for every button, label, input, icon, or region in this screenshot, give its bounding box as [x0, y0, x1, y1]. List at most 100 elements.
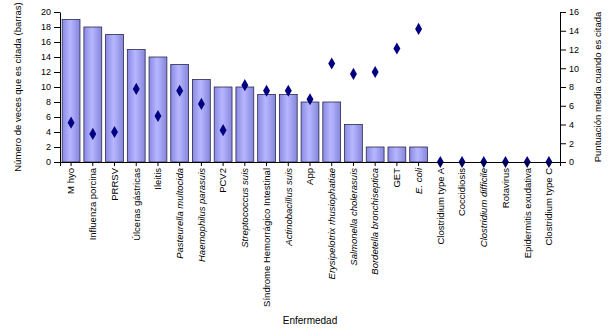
tick-mark — [560, 50, 566, 51]
point — [393, 43, 400, 55]
tick: 2 — [46, 142, 60, 152]
tick-label: Influenza porcina — [87, 167, 98, 240]
tick: 4 — [560, 120, 574, 130]
tick-label: Rotavirus — [500, 168, 511, 208]
tick: 6 — [560, 101, 574, 111]
point — [545, 156, 552, 168]
bar — [214, 87, 232, 162]
point — [133, 83, 140, 95]
bar — [410, 147, 428, 162]
bar — [301, 102, 319, 162]
bar-series — [62, 20, 427, 163]
tick-label: 20 — [41, 7, 51, 17]
tick: 6 — [46, 112, 60, 122]
tick: Síndrome Hemorrágico Intestinal — [261, 162, 272, 307]
point-series — [68, 23, 553, 168]
tick: Úlceras gástricas — [131, 162, 142, 241]
tick: Clostridium type C — [543, 162, 554, 246]
point — [154, 110, 161, 122]
tick-mark — [54, 162, 60, 163]
tick: 4 — [46, 127, 60, 137]
tick-label: 16 — [569, 7, 579, 17]
tick-mark — [114, 162, 115, 166]
bar — [192, 80, 210, 163]
point — [241, 79, 248, 91]
tick-mark — [560, 12, 566, 13]
tick-label: Actinobacillus suis — [283, 168, 294, 247]
tick-mark — [54, 42, 60, 43]
tick-label: 16 — [41, 37, 51, 47]
tick-label: E. coli — [413, 167, 424, 194]
tick-mark — [179, 162, 180, 166]
tick: 16 — [41, 37, 60, 47]
tick-mark — [396, 162, 397, 166]
tick-mark — [266, 162, 267, 166]
tick-label: Clostridium type A — [435, 167, 446, 244]
tick: Erysipelotrix rhusiophatiae — [326, 162, 337, 279]
tick-label: 8 — [569, 82, 574, 92]
point — [220, 124, 227, 136]
plot-area — [62, 20, 552, 169]
tick-label: Clostridium difficile — [478, 168, 489, 247]
point — [176, 85, 183, 97]
bar — [84, 27, 102, 162]
tick-mark — [92, 162, 93, 166]
tick: Ileitis — [152, 162, 163, 190]
point — [111, 126, 118, 138]
tick-label: 4 — [46, 127, 51, 137]
tick-mark — [353, 162, 354, 166]
tick-mark — [548, 162, 549, 166]
tick: Clostridium type A — [435, 162, 446, 245]
tick-mark — [375, 162, 376, 166]
point — [459, 156, 466, 168]
point — [350, 68, 357, 80]
tick: 14 — [560, 26, 579, 36]
tick: Actinobacillus suis — [283, 162, 294, 247]
tick-label: 10 — [41, 82, 51, 92]
tick-label: PRRSV — [109, 167, 120, 200]
tick-mark — [331, 162, 332, 166]
tick-label: 14 — [41, 52, 51, 62]
tick-label: 2 — [569, 139, 574, 149]
tick-label: Erysipelotrix rhusiophatiae — [326, 168, 337, 279]
tick-mark — [560, 143, 566, 144]
tick-mark — [54, 27, 60, 28]
tick: 0 — [46, 157, 60, 167]
tick-label: Salmonella cholerasuis — [348, 168, 359, 266]
tick-label: Bordetella bronchiseptica — [369, 168, 380, 275]
axis-line — [60, 13, 61, 163]
tick: 2 — [560, 139, 574, 149]
tick: 0 — [560, 157, 574, 167]
tick-label: Streptococcus suis — [239, 168, 250, 248]
x-axis-title: Enfermedad — [283, 315, 337, 326]
tick-mark — [310, 162, 311, 166]
tick-label: 18 — [41, 22, 51, 32]
tick: 10 — [560, 64, 579, 74]
bar — [236, 87, 254, 162]
tick-mark — [54, 57, 60, 58]
tick: GET — [391, 162, 402, 188]
point — [89, 128, 96, 140]
point — [328, 58, 335, 70]
point — [307, 93, 314, 105]
tick: Salmonella cholerasuis — [348, 162, 359, 266]
tick-mark — [560, 87, 566, 88]
bar — [258, 95, 276, 163]
tick-mark — [54, 132, 60, 133]
tick: 8 — [46, 97, 60, 107]
tick-label: Haemophilus parasuis — [196, 168, 207, 262]
tick: Haemophilus parasuis — [196, 162, 207, 262]
tick: 12 — [560, 45, 579, 55]
tick: PRRSV — [109, 162, 120, 201]
tick-mark — [54, 102, 60, 103]
tick-mark — [136, 162, 137, 166]
bar — [323, 102, 341, 162]
tick-label: Úlceras gástricas — [131, 168, 142, 241]
tick-label: GET — [391, 168, 402, 188]
chart: 024681012141618200246810121416M hyoInflu… — [0, 0, 610, 330]
tick-mark — [527, 162, 528, 166]
tick-mark — [440, 162, 441, 166]
tick-mark — [560, 106, 566, 107]
bar — [106, 35, 124, 163]
tick-mark — [288, 162, 289, 166]
